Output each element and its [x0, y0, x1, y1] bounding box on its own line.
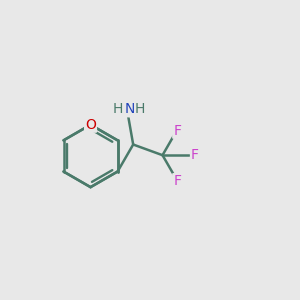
Text: H: H [113, 102, 123, 116]
Text: N: N [125, 102, 135, 116]
Text: F: F [191, 148, 199, 162]
Text: F: F [173, 124, 181, 138]
Text: F: F [173, 174, 181, 188]
Text: H: H [135, 102, 146, 116]
Text: O: O [85, 118, 96, 132]
